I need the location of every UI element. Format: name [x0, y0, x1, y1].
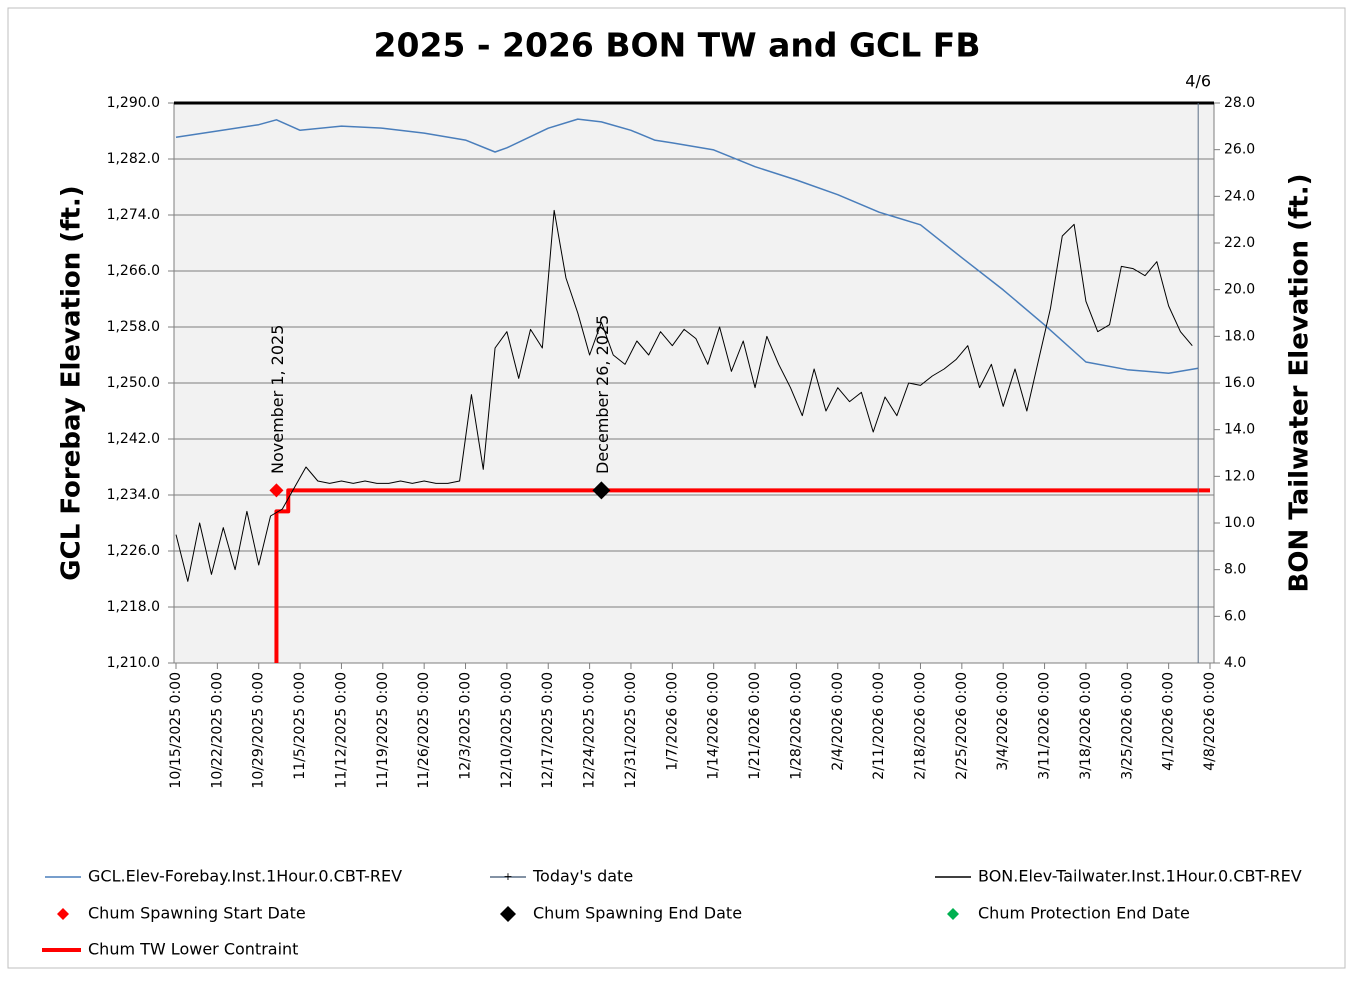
legend-marker: +: [503, 870, 512, 883]
x-tick-label: 12/24/2025 0:00: [582, 672, 598, 789]
x-tick-label: 11/12/2025 0:00: [333, 672, 349, 789]
x-tick-label: 3/4/2026 0:00: [995, 672, 1011, 771]
y-tick-label: 1,274.0: [107, 207, 160, 223]
legend-marker: [947, 908, 959, 920]
y2-tick-label: 6.0: [1224, 608, 1246, 624]
chart-title: 2025 - 2026 BON TW and GCL FB: [374, 26, 981, 65]
x-tick-label: 1/21/2026 0:00: [747, 672, 763, 780]
x-tick-label: 1/14/2026 0:00: [706, 672, 722, 780]
annotation: November 1, 2025: [268, 325, 287, 474]
y2-tick-label: 18.0: [1224, 328, 1255, 344]
x-tick-label: 12/17/2025 0:00: [540, 672, 556, 789]
y2-tick-label: 22.0: [1224, 235, 1255, 251]
legend-label: BON.Elev-Tailwater.Inst.1Hour.0.CBT-REV: [978, 867, 1302, 886]
y2-tick-label: 26.0: [1224, 142, 1255, 158]
x-tick-label: 3/25/2026 0:00: [1119, 672, 1135, 780]
annotation: 4/6: [1185, 72, 1211, 91]
x-tick-label: 10/15/2025 0:00: [168, 672, 184, 789]
x-tick-label: 11/19/2025 0:00: [375, 672, 391, 789]
y2-tick-label: 10.0: [1224, 515, 1255, 531]
x-tick-label: 12/3/2025 0:00: [458, 672, 474, 780]
x-tick-label: 4/1/2026 0:00: [1161, 672, 1177, 771]
x-tick-label: 2/25/2026 0:00: [954, 672, 970, 780]
y-tick-label: 1,250.0: [107, 375, 160, 391]
legend-marker: [500, 906, 516, 922]
marker: [269, 483, 284, 498]
y-tick-label: 1,210.0: [107, 655, 160, 671]
x-tick-label: 12/10/2025 0:00: [499, 672, 515, 789]
x-tick-label: 11/26/2025 0:00: [416, 672, 432, 789]
x-tick-label: 11/5/2025 0:00: [292, 672, 308, 780]
legend-label: Today's date: [532, 867, 633, 886]
y2-tick-label: 20.0: [1224, 282, 1255, 298]
series-line: [175, 118, 1199, 374]
y-tick-label: 1,258.0: [107, 319, 160, 335]
y-tick-label: 1,234.0: [107, 487, 160, 503]
x-tick-label: 4/8/2026 0:00: [1202, 672, 1218, 771]
x-tick-label: 2/11/2026 0:00: [871, 672, 887, 780]
legend-marker: [57, 908, 69, 920]
y-tick-label: 1,282.0: [107, 151, 160, 167]
y-tick-label: 1,290.0: [107, 95, 160, 111]
y2-tick-label: 28.0: [1224, 95, 1255, 111]
annotation: December 26, 2025: [593, 315, 612, 474]
x-tick-label: 2/4/2026 0:00: [830, 672, 846, 771]
y2-tick-label: 12.0: [1224, 468, 1255, 484]
x-tick-label: 10/29/2025 0:00: [251, 672, 267, 789]
y-tick-label: 1,218.0: [107, 599, 160, 615]
y-tick-label: 1,266.0: [107, 263, 160, 279]
x-tick-label: 1/7/2026 0:00: [664, 672, 680, 771]
x-tick-label: 3/18/2026 0:00: [1078, 672, 1094, 780]
y2-tick-label: 16.0: [1224, 375, 1255, 391]
y-axis-title: GCL Forebay Elevation (ft.): [57, 185, 87, 580]
x-tick-label: 10/22/2025 0:00: [209, 672, 225, 789]
legend-label: GCL.Elev-Forebay.Inst.1Hour.0.CBT-REV: [88, 867, 402, 886]
x-tick-label: 1/28/2026 0:00: [788, 672, 804, 780]
y2-tick-label: 8.0: [1224, 562, 1246, 578]
x-tick-label: 12/31/2025 0:00: [623, 672, 639, 789]
y-tick-label: 1,226.0: [107, 543, 160, 559]
x-tick-label: 3/11/2026 0:00: [1037, 672, 1053, 780]
y2-axis-title: BON Tailwater Elevation (ft.): [1285, 174, 1315, 593]
y2-tick-label: 14.0: [1224, 422, 1255, 438]
y-tick-label: 1,242.0: [107, 431, 160, 447]
legend-label: Chum TW Lower Contraint: [88, 940, 298, 959]
marker: [592, 481, 611, 500]
y2-tick-label: 4.0: [1224, 655, 1246, 671]
legend-label: Chum Spawning End Date: [533, 904, 742, 923]
series-line: [175, 209, 1193, 582]
y2-tick-label: 24.0: [1224, 188, 1255, 204]
legend-label: Chum Spawning Start Date: [88, 904, 306, 923]
legend-label: Chum Protection End Date: [978, 904, 1190, 923]
x-tick-label: 2/18/2026 0:00: [912, 672, 928, 780]
